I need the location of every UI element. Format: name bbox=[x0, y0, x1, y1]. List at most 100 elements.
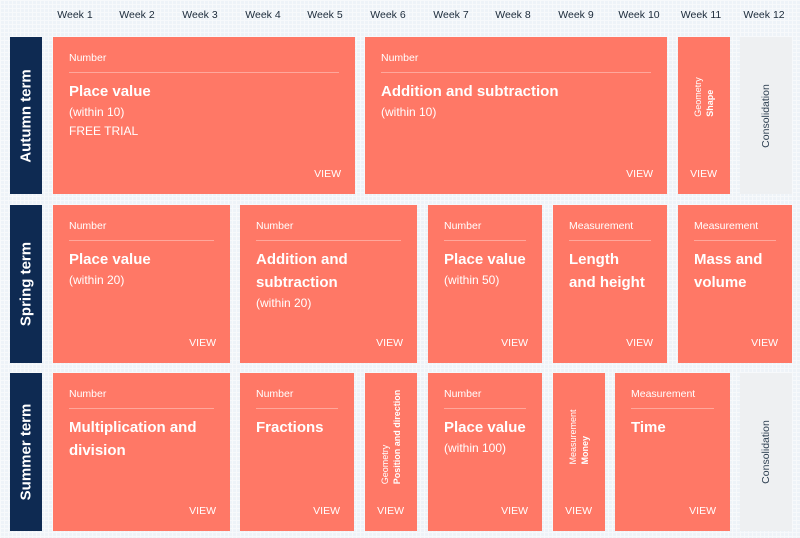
card-category: Measurement bbox=[568, 409, 578, 465]
week-11-label: Week 11 bbox=[680, 9, 722, 21]
consolidation-label: Consolidation bbox=[760, 420, 772, 484]
summer-time-card[interactable]: Measurement Time VIEW bbox=[615, 373, 730, 531]
autumn-consolidation: Consolidation bbox=[740, 37, 792, 194]
card-title-block: Place value (within 100) bbox=[444, 416, 532, 458]
view-link[interactable]: VIEW bbox=[626, 337, 653, 349]
spring-place-value-50-card[interactable]: Number Place value (within 50) VIEW bbox=[428, 205, 542, 363]
view-link[interactable]: VIEW bbox=[189, 505, 216, 517]
card-divider bbox=[256, 408, 338, 409]
week-2-label: Week 2 bbox=[119, 9, 155, 21]
spring-length-card[interactable]: Measurement Length and height VIEW bbox=[553, 205, 667, 363]
card-category: Measurement bbox=[569, 220, 634, 232]
card-category: Number bbox=[444, 220, 482, 232]
week-8-label: Week 8 bbox=[495, 9, 531, 21]
card-divider bbox=[569, 240, 651, 241]
card-title-block: Place value (within 20) bbox=[69, 248, 220, 290]
week-6-label: Week 6 bbox=[370, 9, 406, 21]
autumn-addition-card[interactable]: Number Addition and subtraction (within … bbox=[365, 37, 667, 194]
vertical-title: Geometry Shape bbox=[692, 77, 716, 117]
week-3-label: Week 3 bbox=[182, 9, 218, 21]
autumn-place-value-card[interactable]: Number Place value (within 10) FREE TRIA… bbox=[53, 37, 355, 194]
summer-fractions-card[interactable]: Number Fractions VIEW bbox=[240, 373, 354, 531]
card-subtitle: (within 20) bbox=[256, 296, 312, 310]
card-title-block: Length and height bbox=[569, 248, 647, 294]
view-link[interactable]: VIEW bbox=[501, 505, 528, 517]
view-link[interactable]: VIEW bbox=[501, 337, 528, 349]
card-category: Geometry bbox=[380, 444, 390, 485]
card-title-block: Place value (within 10) FREE TRIAL bbox=[69, 80, 345, 141]
vertical-title-area: Measurement Money bbox=[553, 373, 605, 501]
vertical-title-area: Geometry Shape bbox=[678, 37, 730, 157]
card-title: Shape bbox=[705, 89, 715, 117]
view-link[interactable]: VIEW bbox=[626, 168, 653, 180]
card-subtitle: (within 10) bbox=[69, 105, 125, 119]
card-subtitle: (within 50) bbox=[444, 273, 500, 287]
week-10-label: Week 10 bbox=[618, 9, 660, 21]
view-link[interactable]: VIEW bbox=[376, 337, 403, 349]
week-1-label: Week 1 bbox=[57, 9, 93, 21]
card-category: Number bbox=[381, 52, 419, 64]
card-divider bbox=[631, 408, 714, 409]
card-divider bbox=[69, 72, 339, 73]
vertical-title-area: Geometry Position and direction bbox=[365, 373, 417, 501]
card-title: Place value bbox=[444, 419, 526, 436]
view-link[interactable]: VIEW bbox=[314, 168, 341, 180]
card-title-block: Mass and volume bbox=[694, 248, 772, 294]
card-category: Number bbox=[256, 220, 294, 232]
free-trial-label: FREE TRIAL bbox=[69, 124, 139, 138]
summer-multiplication-card[interactable]: Number Multiplication and division VIEW bbox=[53, 373, 230, 531]
card-subtitle: (within 10) bbox=[381, 105, 437, 119]
card-title: Position and direction bbox=[392, 389, 402, 485]
card-category: Measurement bbox=[631, 388, 696, 400]
summer-term-label: Summer term bbox=[10, 373, 42, 531]
summer-money-card[interactable]: Measurement Money VIEW bbox=[553, 373, 605, 531]
card-divider bbox=[256, 240, 401, 241]
card-title: Place value bbox=[444, 251, 526, 268]
card-divider bbox=[444, 408, 526, 409]
card-category: Measurement bbox=[694, 220, 759, 232]
spring-place-value-card[interactable]: Number Place value (within 20) VIEW bbox=[53, 205, 230, 363]
card-subtitle: (within 20) bbox=[69, 273, 125, 287]
spring-term-text: Spring term bbox=[17, 241, 35, 327]
card-category: Number bbox=[69, 220, 107, 232]
summer-term-text: Summer term bbox=[17, 403, 35, 501]
view-link[interactable]: VIEW bbox=[565, 505, 592, 517]
card-title: Place value bbox=[69, 251, 151, 268]
card-title: Money bbox=[580, 436, 590, 465]
card-category: Number bbox=[69, 52, 107, 64]
card-title-block: Multiplication and division bbox=[69, 416, 220, 462]
card-divider bbox=[381, 72, 651, 73]
week-4-label: Week 4 bbox=[245, 9, 281, 21]
card-divider bbox=[69, 240, 214, 241]
spring-term-label: Spring term bbox=[10, 205, 42, 363]
view-link[interactable]: VIEW bbox=[690, 168, 717, 180]
view-link[interactable]: VIEW bbox=[189, 337, 216, 349]
spring-mass-card[interactable]: Measurement Mass and volume VIEW bbox=[678, 205, 792, 363]
week-5-label: Week 5 bbox=[307, 9, 343, 21]
consolidation-label: Consolidation bbox=[760, 83, 772, 148]
view-link[interactable]: VIEW bbox=[313, 505, 340, 517]
week-12-label: Week 12 bbox=[743, 9, 785, 21]
card-title-block: Time bbox=[631, 416, 720, 439]
week-9-label: Week 9 bbox=[558, 9, 594, 21]
card-title: Place value bbox=[69, 83, 151, 100]
spring-addition-card[interactable]: Number Addition and subtraction (within … bbox=[240, 205, 417, 363]
autumn-term-label: Autumn term bbox=[10, 37, 42, 194]
card-title: Fractions bbox=[256, 419, 324, 436]
card-category: Number bbox=[69, 388, 107, 400]
card-title-block: Addition and subtraction (within 10) bbox=[381, 80, 657, 122]
autumn-term-text: Autumn term bbox=[17, 68, 35, 163]
summer-place-value-100-card[interactable]: Number Place value (within 100) VIEW bbox=[428, 373, 542, 531]
week-7-label: Week 7 bbox=[433, 9, 469, 21]
card-title-block: Place value (within 50) bbox=[444, 248, 532, 290]
card-category: Number bbox=[444, 388, 482, 400]
view-link[interactable]: VIEW bbox=[689, 505, 716, 517]
card-divider bbox=[694, 240, 776, 241]
card-title: Mass and volume bbox=[694, 251, 763, 291]
card-title: Length and height bbox=[569, 251, 645, 291]
view-link[interactable]: VIEW bbox=[377, 505, 404, 517]
summer-position-card[interactable]: Geometry Position and direction VIEW bbox=[365, 373, 417, 531]
view-link[interactable]: VIEW bbox=[751, 337, 778, 349]
card-title: Multiplication and division bbox=[69, 419, 197, 459]
autumn-shape-card[interactable]: Geometry Shape VIEW bbox=[678, 37, 730, 194]
